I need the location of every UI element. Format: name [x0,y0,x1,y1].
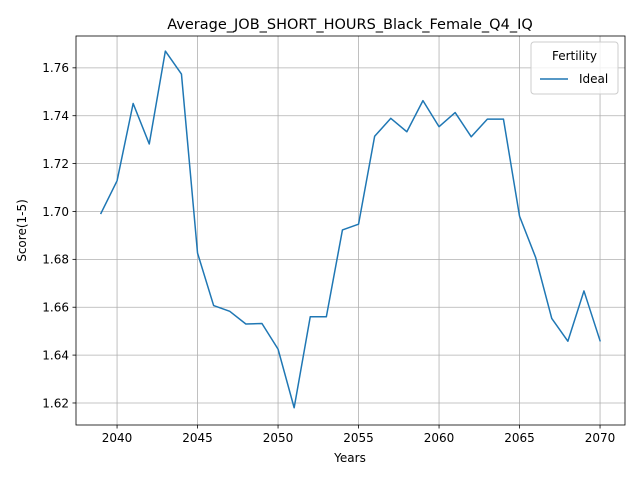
plot-area [101,51,600,408]
x-tick-label: 2055 [343,431,374,445]
chart-title: Average_JOB_SHORT_HOURS_Black_Female_Q4_… [167,17,533,33]
x-tick-label: 2045 [182,431,213,445]
legend-title: Fertility [552,49,597,63]
y-tick-label: 1.66 [42,301,69,315]
x-tick-label: 2060 [424,431,455,445]
x-tick-label: 2065 [504,431,535,445]
y-tick-label: 1.70 [42,205,69,219]
y-axis-label: Score(1-5) [15,199,29,262]
y-tick-label: 1.74 [42,109,69,123]
x-axis-label: Years [333,451,366,465]
x-tick-label: 2050 [263,431,294,445]
legend-label-ideal: Ideal [579,72,608,86]
y-tick-label: 1.72 [42,157,69,171]
y-tick-label: 1.76 [42,61,69,75]
legend: Fertility Ideal [531,42,618,94]
y-tick-label: 1.64 [42,348,69,362]
axis-ticks: 2040 2045 2050 2055 2060 2065 2070 1.62 1.64 1.66… [42,61,615,445]
x-tick-label: 2070 [585,431,616,445]
y-tick-label: 1.62 [42,396,69,410]
y-tick-label: 1.68 [42,253,69,267]
series-line-ideal [101,51,600,408]
x-tick-label: 2040 [102,431,133,445]
